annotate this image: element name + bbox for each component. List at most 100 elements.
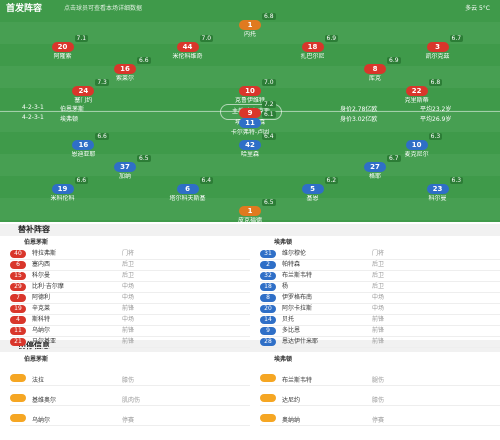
sub-role: 中场: [372, 305, 385, 312]
player[interactable]: 27 6.7 格耶: [340, 154, 410, 180]
header-subtitle: 点击球员可查看本场详细数据: [64, 5, 143, 12]
sub-name: 阿德利: [32, 294, 51, 301]
injury-reason: 膝伤: [372, 397, 385, 404]
away-name: 埃弗顿: [60, 116, 79, 123]
player[interactable]: 11 6.1 卡尔弗特-卢因: [215, 110, 285, 136]
sub-name: 伊罗格布南: [282, 294, 313, 301]
injury-icon: [10, 394, 26, 402]
player-number: 20: [51, 42, 74, 52]
sub-role: 门将: [372, 250, 385, 257]
player[interactable]: 20 7.1 阿隆索: [28, 34, 98, 60]
sub-name: 马尔基亚: [32, 338, 57, 345]
player[interactable]: 1 6.5 皮克福德: [215, 198, 285, 222]
player[interactable]: 23 6.3 科尔曼: [403, 176, 473, 202]
sub-name: 斯科特: [32, 316, 51, 323]
sub-row[interactable]: 20 阿尔卡拉斯 中场: [260, 303, 500, 315]
sub-row[interactable]: 8 伊罗格布南 中场: [260, 292, 500, 304]
player-name: 阿隆索: [53, 53, 72, 60]
player-number: 27: [364, 162, 386, 172]
sub-role: 前锋: [122, 338, 135, 345]
player-number: 16: [114, 64, 136, 74]
injury-name: 基维奥尔: [32, 397, 57, 404]
sub-row[interactable]: 2 帕特森 后卫: [260, 259, 500, 271]
player[interactable]: 16 6.6 恩迪亚耶: [48, 132, 118, 158]
player-number: 42: [239, 140, 261, 150]
player-number: 18: [301, 42, 324, 52]
player[interactable]: 42 6.4 哈里森: [215, 132, 285, 158]
player[interactable]: 24 7.3 塞门约: [48, 78, 118, 104]
player[interactable]: 18 6.9 扎巴尔尼: [278, 34, 348, 60]
sub-row[interactable]: 6 塞内西 后卫: [10, 259, 250, 271]
player-number: 9: [239, 108, 261, 118]
sub-role: 中场: [122, 294, 135, 301]
sub-row[interactable]: 31 维尔穆伦 门将: [260, 248, 500, 260]
player[interactable]: 6 6.4 塔尔科夫斯基: [153, 176, 223, 202]
player-rating: 6.9: [324, 35, 339, 42]
player-rating: 6.8: [262, 13, 276, 20]
injury-reason: 腿伤: [372, 377, 385, 384]
sub-number: 14: [260, 316, 276, 324]
player[interactable]: 10 6.3 麦克尼尔: [382, 132, 452, 158]
injury-reason: 停赛: [122, 417, 135, 424]
sub-number: 2: [260, 261, 276, 269]
sub-row[interactable]: 9 多比恩 前锋: [260, 325, 500, 337]
player-name: 凯尔克兹: [425, 53, 450, 60]
player-rating: 6.8: [428, 79, 443, 86]
player-rating: 7.0: [262, 79, 276, 86]
team-label: 埃弗顿: [274, 239, 293, 246]
sub-role: 后卫: [122, 272, 135, 279]
injury-row[interactable]: 基维奥尔 肌肉伤: [10, 394, 250, 406]
player[interactable]: 37 6.5 加纳: [90, 154, 160, 180]
sub-row[interactable]: 18 杨 后卫: [260, 281, 500, 293]
player-name: 索莱尔: [115, 75, 134, 82]
sub-name: 恩达伊什米耶: [282, 338, 319, 345]
sub-row[interactable]: 19 辛克莱 前锋: [10, 303, 250, 315]
injury-row[interactable]: 乌纳尔 停赛: [10, 414, 250, 426]
player[interactable]: 44 7.0 米伦科维奇: [153, 34, 223, 60]
player-number: 1: [239, 20, 261, 30]
player[interactable]: 10 7.0 克鲁伊维特: [215, 78, 285, 104]
sub-name: 塞内西: [32, 261, 51, 268]
player-name: 皮克福德: [237, 217, 262, 222]
injury-row[interactable]: 奥纳纳 停赛: [260, 414, 500, 426]
sub-number: 9: [260, 327, 276, 335]
player[interactable]: 8 6.9 库克: [340, 56, 410, 82]
player-name: 内托: [243, 31, 256, 38]
sub-row[interactable]: 15 科尔曼 后卫: [10, 270, 250, 282]
sub-row[interactable]: 14 贝托 前锋: [260, 314, 500, 326]
player[interactable]: 19 6.6 米科伦科: [28, 176, 98, 202]
player[interactable]: 5 6.2 基恩: [278, 176, 348, 202]
player[interactable]: 16 6.6 索莱尔: [90, 56, 160, 82]
sub-row[interactable]: 28 恩达伊什米耶 前锋: [260, 336, 500, 348]
player-number: 19: [51, 184, 74, 194]
player-name: 塔尔科夫斯基: [169, 195, 206, 202]
player[interactable]: 1 6.8 内托: [215, 12, 285, 38]
player-rating: 6.1: [262, 111, 276, 118]
injury-row[interactable]: 达尼约 膝伤: [260, 394, 500, 406]
sub-row[interactable]: 7 阿德利 中场: [10, 292, 250, 304]
player-rating: 6.3: [449, 177, 464, 184]
sub-role: 后卫: [372, 283, 385, 290]
sub-role: 门将: [122, 250, 135, 257]
injury-row[interactable]: 布兰斯韦特 腿伤: [260, 374, 500, 386]
player[interactable]: 22 6.8 克里斯蒂: [382, 78, 452, 104]
sub-number: 32: [260, 272, 276, 280]
sub-row[interactable]: 32 布兰斯韦特 后卫: [260, 270, 500, 282]
sub-row[interactable]: 29 比利·吉尔摩 中场: [10, 281, 250, 293]
injury-reason: 停赛: [372, 417, 385, 424]
sub-row[interactable]: 40 特拉弗斯 门将: [10, 248, 250, 260]
sub-row[interactable]: 11 乌纳尔 前锋: [10, 325, 250, 337]
sub-number: 31: [260, 250, 276, 258]
injury-row[interactable]: 法拉 膝伤: [10, 374, 250, 386]
player-rating: 6.5: [137, 155, 151, 162]
player[interactable]: 3 6.7 凯尔克兹: [403, 34, 473, 60]
sub-row[interactable]: 4 斯科特 中场: [10, 314, 250, 326]
pitch: 首发阵容 点击球员可查看本场详细数据 多云 5°C 主裁 布鲁克斯 4-2-3-…: [0, 0, 500, 222]
injury-name: 法拉: [32, 377, 45, 384]
injury-reason: 肌肉伤: [122, 397, 141, 404]
sub-name: 比利·吉尔摩: [32, 283, 64, 290]
sub-number: 29: [10, 283, 26, 291]
player-rating: 6.4: [199, 177, 214, 184]
sub-row[interactable]: 21 马尔基亚 前锋: [10, 336, 250, 348]
injury-icon: [260, 414, 276, 422]
